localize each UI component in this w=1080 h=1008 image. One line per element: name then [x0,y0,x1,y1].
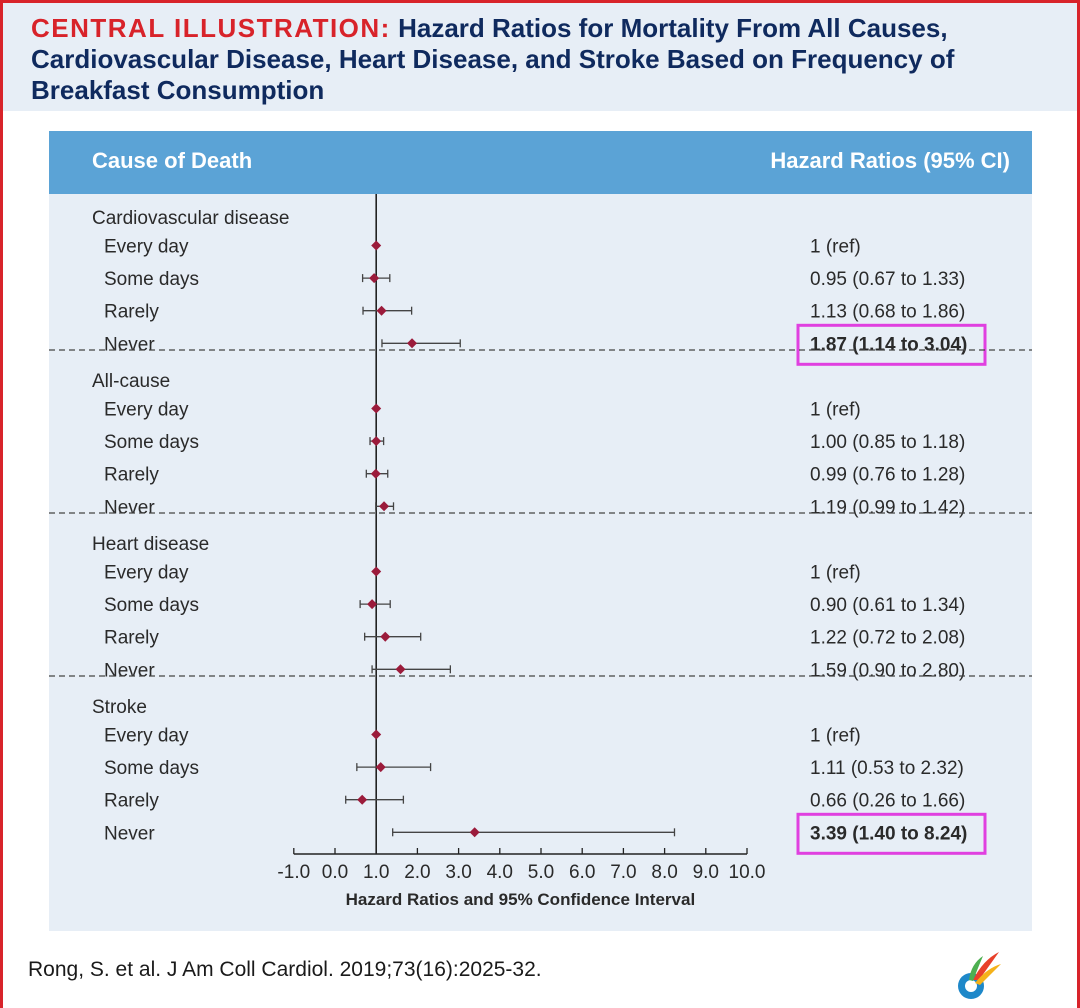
hr-marker [380,631,391,642]
hr-value: 0.66 (0.26 to 1.66) [810,791,965,812]
x-tick-label: 2.0 [404,862,430,883]
forest-plot-panel: Cause of Death Hazard Ratios (95% CI) Ca… [49,131,1032,931]
hr-marker [407,338,418,349]
x-tick-label: 10.0 [729,862,766,883]
hr-value: 1.59 (0.90 to 2.80) [810,660,965,681]
hr-marker [371,403,382,414]
citation: Rong, S. et al. J Am Coll Cardiol. 2019;… [28,958,542,981]
row-label: Rarely [104,465,159,486]
row-label: Never [104,334,155,355]
hr-value: 1.00 (0.85 to 1.18) [810,432,965,453]
hr-value: 1.19 (0.99 to 1.42) [810,497,965,518]
hr-value: 0.99 (0.76 to 1.28) [810,465,965,486]
row-label: Every day [104,400,189,421]
hr-marker [379,501,390,512]
hr-marker [371,729,382,740]
x-tick-label: 8.0 [651,862,677,883]
forest-plot: Cardiovascular disease Every day 1 (ref) So… [49,194,1032,909]
hr-value: 1.87 (1.14 to 3.04) [810,334,967,355]
hr-value: 3.39 (1.40 to 8.24) [810,823,967,844]
hr-value: 0.95 (0.67 to 1.33) [810,269,965,290]
hr-value: 1.11 (0.53 to 2.32) [810,758,964,779]
journal-logo-icon [958,952,1001,999]
group-label: Stroke [92,697,147,718]
x-tick-label: -1.0 [277,862,310,883]
hr-value: 1 (ref) [810,726,861,747]
row-label: Some days [104,432,199,453]
hr-marker [370,468,381,479]
hr-marker [357,794,368,805]
row-label: Rarely [104,302,159,323]
header-hazard-ratios: Hazard Ratios (95% CI) [770,148,1010,173]
table-header: Cause of Death Hazard Ratios (95% CI) [49,131,1032,194]
hr-marker [469,827,480,838]
hr-marker [395,664,406,675]
x-tick-label: 9.0 [693,862,719,883]
row-label: Some days [104,269,199,290]
row-label: Never [104,823,155,844]
group-label: All-cause [92,371,170,392]
hr-value: 1 (ref) [810,563,861,584]
hr-marker [367,599,378,610]
hr-marker [376,305,387,316]
x-axis-title: Hazard Ratios and 95% Confidence Interva… [346,890,696,909]
row-label: Rarely [104,628,159,649]
highlight-box [796,812,987,855]
row-label: Every day [104,237,189,258]
hr-marker [369,273,380,284]
row-label: Some days [104,758,199,779]
hr-value: 1.22 (0.72 to 2.08) [810,628,965,649]
highlight-box [796,323,987,366]
x-tick-label: 0.0 [322,862,348,883]
x-tick-label: 6.0 [569,862,595,883]
hr-value: 1 (ref) [810,400,861,421]
hr-value: 1.13 (0.68 to 1.86) [810,302,965,323]
title-text: Hazard Ratios for Mortality From All Cau… [31,13,955,105]
hr-marker [371,240,382,251]
hr-marker [371,436,382,447]
row-label: Rarely [104,791,159,812]
title-band: CENTRAL ILLUSTRATION: Hazard Ratios for … [3,3,1077,111]
group-label: Heart disease [92,534,209,555]
figure-title: CENTRAL ILLUSTRATION: Hazard Ratios for … [31,13,1061,106]
hr-marker [375,762,386,773]
title-lead: CENTRAL ILLUSTRATION: [31,13,391,43]
x-tick-label: 7.0 [610,862,636,883]
hr-value: 0.90 (0.61 to 1.34) [810,595,965,616]
x-tick-label: 3.0 [445,862,471,883]
row-label: Never [104,660,155,681]
hr-value: 1 (ref) [810,237,861,258]
x-tick-label: 4.0 [487,862,513,883]
hr-marker [371,566,382,577]
row-label: Some days [104,595,199,616]
x-tick-label: 1.0 [363,862,389,883]
header-cause-of-death: Cause of Death [92,148,253,173]
row-label: Never [104,497,155,518]
group-label: Cardiovascular disease [92,208,290,229]
x-tick-label: 5.0 [528,862,554,883]
row-label: Every day [104,726,189,747]
row-label: Every day [104,563,189,584]
